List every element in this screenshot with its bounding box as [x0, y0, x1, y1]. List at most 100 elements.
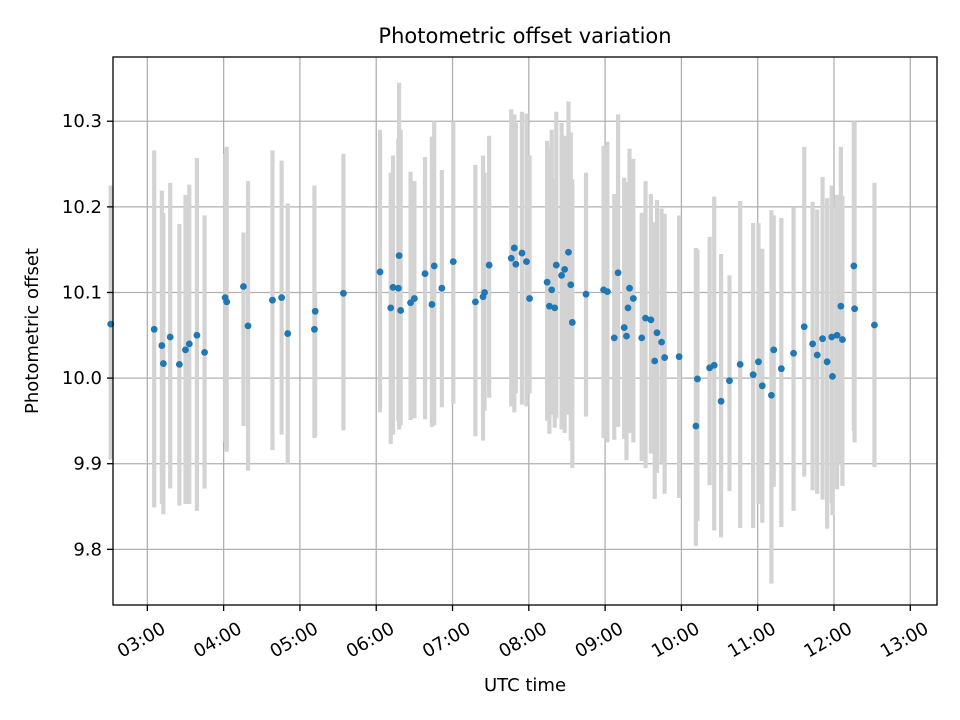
- data-point: [717, 397, 725, 405]
- data-point: [523, 258, 530, 266]
- data-point: [552, 261, 560, 269]
- y-axis-label: Photometric offset: [22, 248, 43, 414]
- y-tick-label: 9.9: [73, 454, 102, 475]
- data-point: [833, 331, 841, 339]
- data-point: [710, 361, 718, 369]
- data-point: [244, 322, 252, 330]
- data-point: [647, 316, 655, 324]
- data-point: [850, 262, 858, 270]
- data-point: [284, 330, 292, 337]
- data-point: [565, 248, 572, 256]
- data-point: [558, 271, 566, 279]
- data-point: [311, 325, 318, 333]
- data-point: [548, 286, 556, 294]
- data-point: [755, 358, 762, 366]
- data-point: [150, 325, 158, 333]
- y-axis-ticks: 9.8 9.9 10.0 10.1 10.2 10.3: [62, 111, 113, 560]
- data-point: [166, 333, 174, 341]
- data-point: [397, 307, 405, 314]
- data-point: [507, 254, 515, 262]
- data-point: [638, 334, 646, 342]
- plot-frame: [112, 56, 938, 606]
- data-point: [430, 262, 438, 270]
- data-point: [389, 283, 397, 291]
- data-point: [694, 375, 701, 383]
- data-point: [201, 349, 208, 356]
- data-point: [661, 354, 669, 361]
- data-point: [614, 269, 622, 277]
- data-point: [159, 360, 167, 367]
- data-point: [340, 289, 347, 297]
- data-point: [223, 298, 231, 306]
- y-tick-label: 10.3: [62, 111, 102, 132]
- data-point: [240, 283, 247, 290]
- data-point: [626, 284, 633, 292]
- data-point: [604, 288, 611, 296]
- data-point: [629, 295, 637, 302]
- data-point: [770, 346, 778, 354]
- data-point: [658, 338, 665, 346]
- data-point: [749, 371, 757, 379]
- data-point: [838, 336, 846, 343]
- data-point: [518, 249, 526, 257]
- data-point: [561, 265, 569, 273]
- data-point: [819, 335, 826, 343]
- data-point: [871, 321, 878, 329]
- data-point: [623, 332, 630, 340]
- data-point: [185, 340, 193, 348]
- data-point: [278, 294, 286, 302]
- data-point: [193, 331, 201, 339]
- data-point: [543, 278, 551, 286]
- data-point: [485, 261, 493, 269]
- data-point: [675, 353, 683, 361]
- data-point: [568, 319, 576, 326]
- data-point: [768, 391, 775, 399]
- data-point: [449, 258, 457, 266]
- data-point: [837, 302, 845, 310]
- data-point: [481, 289, 488, 296]
- data-point: [800, 323, 808, 331]
- data-point: [642, 314, 649, 322]
- data-point: [813, 351, 821, 359]
- data-point: [823, 358, 831, 366]
- data-point: [828, 333, 836, 341]
- data-point: [428, 301, 436, 308]
- y-tick-label: 9.8: [73, 539, 102, 560]
- y-tick-label: 10.2: [62, 197, 102, 218]
- data-point: [512, 260, 520, 268]
- data-point: [526, 295, 533, 302]
- data-point: [410, 295, 418, 302]
- data-point: [567, 281, 575, 289]
- data-point: [851, 305, 858, 313]
- data-point: [175, 360, 183, 368]
- data-point: [394, 284, 402, 292]
- data-point: [546, 302, 553, 310]
- data-point: [726, 377, 733, 385]
- data-point: [651, 357, 659, 365]
- data-point: [829, 372, 836, 380]
- data-point: [269, 296, 276, 304]
- data-point: [777, 365, 785, 373]
- data-point: [809, 340, 817, 348]
- data-point: [387, 304, 395, 312]
- data-point: [551, 304, 559, 312]
- data-point: [790, 349, 797, 357]
- data-point: [182, 346, 189, 354]
- y-tick-label: 10.1: [62, 282, 102, 303]
- data-point: [582, 290, 590, 298]
- data-point: [421, 270, 429, 278]
- data-point: [472, 298, 479, 306]
- data-point: [692, 422, 700, 430]
- data-point: [620, 324, 628, 331]
- data-point: [311, 307, 319, 315]
- y-tick-label: 10.0: [62, 368, 102, 389]
- data-point: [610, 334, 618, 342]
- data-point: [395, 252, 403, 260]
- data-point: [653, 329, 661, 337]
- data-point: [510, 244, 518, 252]
- data-points: [107, 244, 878, 430]
- data-point: [736, 360, 744, 368]
- data-point: [438, 284, 446, 292]
- data-point: [158, 342, 166, 349]
